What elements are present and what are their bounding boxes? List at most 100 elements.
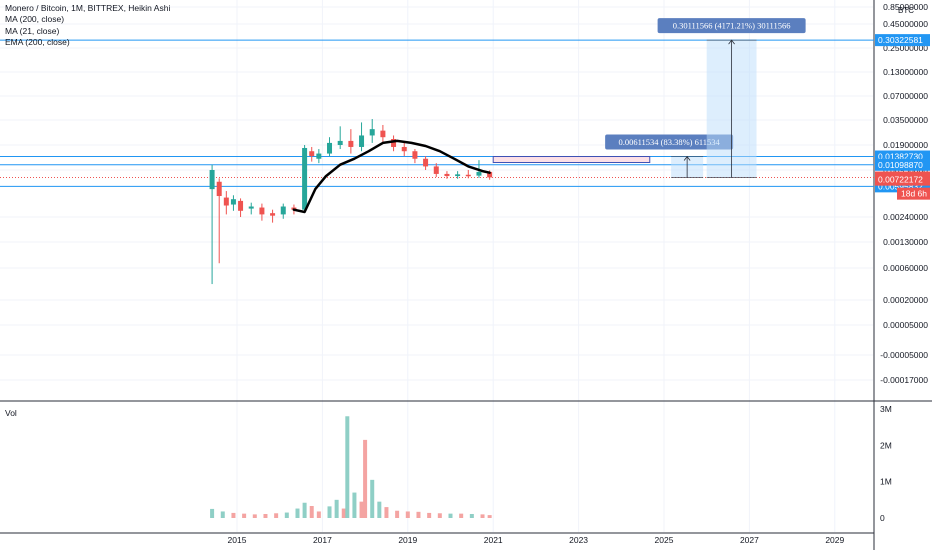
volume-bar (405, 511, 410, 518)
y-tick-label: 0.13000000 (883, 67, 928, 77)
volume-bar (487, 515, 492, 518)
y-unit: BTC (898, 6, 914, 15)
candle-body (270, 213, 276, 216)
y-tick-label: 0.45000000 (883, 19, 928, 29)
volume-bar (352, 492, 357, 518)
y-tick-label: -0.00005000 (880, 350, 928, 360)
x-tick-label: 2023 (569, 535, 588, 545)
candle-body (238, 200, 244, 211)
candle-body (476, 171, 482, 176)
rectangle-drawing (492, 156, 651, 164)
candle-body (487, 171, 493, 178)
y-tick-label: 0.01900000 (883, 140, 928, 150)
volume-bar (334, 499, 339, 518)
volume-bar (302, 502, 307, 518)
candle-body (433, 166, 439, 174)
candle-body (423, 158, 429, 167)
volume-label: Vol (5, 408, 17, 418)
x-tick-label: 2017 (313, 535, 332, 545)
volume-bar (263, 514, 268, 518)
volume-bar (384, 507, 389, 518)
last-price-tag (875, 173, 930, 186)
volume-bar (427, 512, 432, 518)
volume-bar (395, 510, 400, 518)
volume-bar (437, 513, 442, 518)
candle-body (455, 174, 461, 177)
candle-body (280, 206, 286, 215)
volume-bar (231, 512, 236, 518)
y-tick-label: 0.00060000 (883, 263, 928, 273)
countdown-tag (897, 187, 930, 200)
line-price-tag-text: 0.01098870 (878, 160, 923, 170)
candle-body (412, 151, 418, 159)
line-price-tag (875, 158, 930, 171)
line-price-tag (875, 34, 930, 47)
candle-body (216, 181, 222, 197)
symbol-title: Monero / Bitcoin, 1M, BITTREX, Heikin As… (5, 3, 171, 13)
volume-bar (345, 416, 350, 518)
y-tick-label: 0.03500000 (883, 115, 928, 125)
volume-bar (295, 508, 300, 518)
last-price-tag-text: 0.00722172 (878, 175, 923, 185)
candle-body (327, 142, 333, 154)
volume-bar (316, 511, 321, 518)
measure-arrowhead (728, 39, 735, 45)
y-tick-label: 0.00020000 (883, 295, 928, 305)
volume-bar (370, 479, 375, 518)
indicator-ma-200[interactable]: MA (200, close) (5, 14, 65, 25)
volume-pane (210, 416, 492, 518)
volume-bar (480, 514, 485, 518)
chart-legend: Monero / Bitcoin, 1M, BITTREX, Heikin As… (5, 3, 170, 48)
indicator-ema-200[interactable]: EMA (200, close) (5, 36, 70, 47)
candle-body (230, 199, 236, 205)
candle-body (465, 174, 471, 177)
line-price-tag-text: 0.00595832 (878, 181, 923, 191)
volume-bar (416, 511, 421, 518)
y-tick-label: 0.00240000 (883, 212, 928, 222)
measure-label: 0.00611534 (83.38%) 611534 (618, 137, 720, 147)
line-price-tag-text: 0.01382730 (878, 152, 923, 162)
volume-bar (252, 514, 257, 518)
volume-bar (448, 513, 453, 518)
x-tick-label: 2029 (825, 535, 844, 545)
candle-body (359, 135, 365, 147)
volume-bar (359, 501, 364, 518)
candle-body (259, 207, 265, 215)
candle-body (302, 147, 308, 210)
countdown-text: 18d 6h (901, 189, 927, 199)
volume-bar (363, 439, 368, 518)
measure-arrowhead (683, 155, 691, 161)
y-tick-label: 0.00130000 (883, 237, 928, 247)
y-tick-label: 0.07000000 (883, 91, 928, 101)
volume-bar (469, 514, 474, 518)
candle-body (380, 130, 386, 138)
volume-bar (459, 513, 464, 518)
candle-body (391, 139, 397, 147)
ma-line (292, 139, 491, 214)
moving-average (292, 139, 491, 214)
volume-tick-label: 2M (880, 440, 892, 450)
x-tick-label: 2027 (740, 535, 759, 545)
measure-callout (657, 18, 806, 34)
candle-body (337, 140, 343, 145)
x-tick-label: 2015 (228, 535, 247, 545)
measure-callout (605, 134, 734, 150)
volume-bar (242, 513, 247, 518)
candle-body (444, 173, 450, 177)
candle-body (209, 170, 215, 190)
volume-bar (274, 513, 279, 518)
volume-bar (220, 511, 225, 518)
candle-body (369, 129, 375, 136)
candle-body (316, 153, 322, 159)
x-tick-label: 2021 (484, 535, 503, 545)
volume-tick-label: 3M (880, 404, 892, 414)
y-tick-label: -0.00017000 (880, 375, 928, 385)
volume-bar (210, 508, 215, 518)
volume-tick-label: 0 (880, 513, 885, 523)
indicator-ma-21[interactable]: MA (21, close) (5, 25, 60, 36)
volume-bar (309, 506, 314, 518)
candle-body (309, 151, 315, 157)
